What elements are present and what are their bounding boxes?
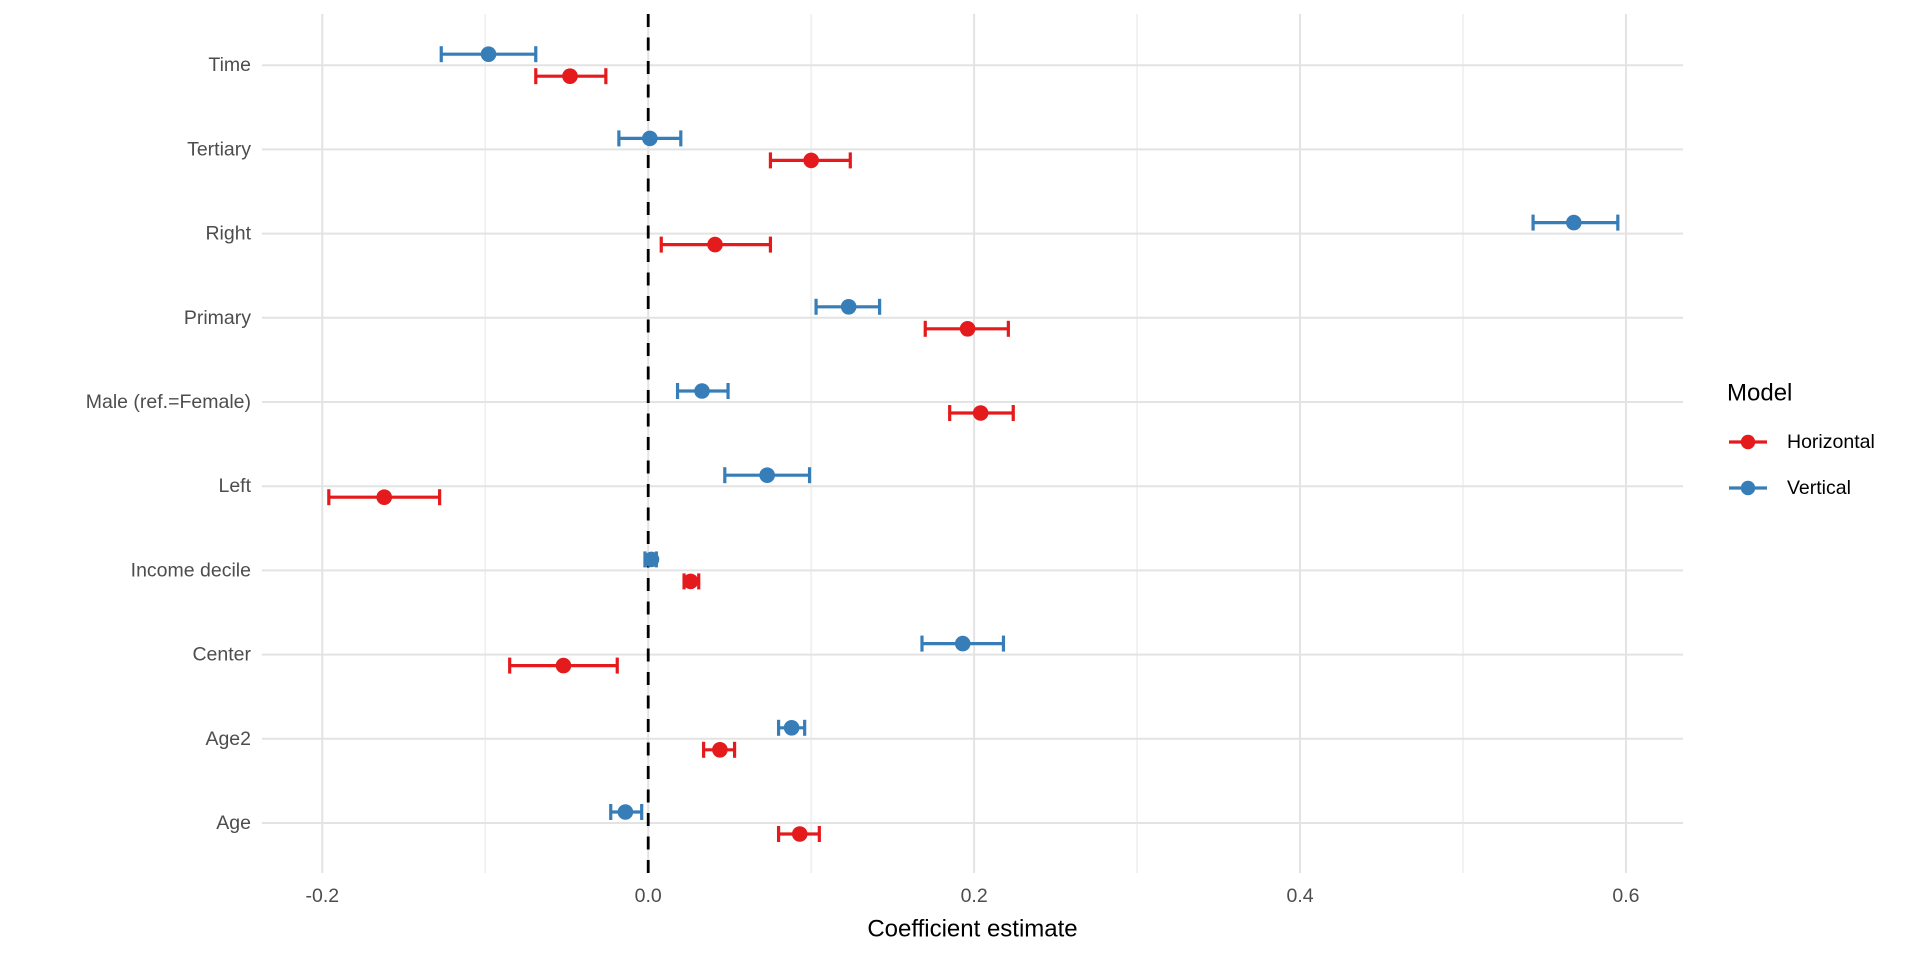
- point-horizontal-age2: [712, 742, 728, 758]
- estimate-horizontal-male-ref-female: [948, 405, 1015, 421]
- point-horizontal-time: [562, 68, 578, 84]
- legend-label-vertical: Vertical: [1787, 477, 1851, 499]
- legend-key-point-vertical: [1740, 480, 1756, 496]
- estimate-vertical-left: [723, 467, 812, 484]
- y-axis-label-right: Right: [205, 223, 251, 245]
- gridlines: [262, 14, 1683, 873]
- estimate-vertical-age2: [776, 719, 807, 736]
- x-tick-label-4: 0.6: [1612, 885, 1639, 907]
- point-vertical-tertiary: [642, 130, 658, 147]
- y-axis-label-income-decile: Income decile: [131, 559, 251, 581]
- estimate-vertical-primary: [814, 298, 882, 315]
- point-horizontal-primary: [959, 321, 976, 337]
- estimate-horizontal-age: [776, 826, 821, 842]
- estimate-horizontal-left: [327, 489, 442, 506]
- estimate-horizontal-income-decile: [682, 573, 701, 590]
- estimate-horizontal-right: [659, 236, 773, 253]
- point-horizontal-male-ref-female: [972, 405, 989, 421]
- estimate-vertical-income-decile: [643, 551, 660, 568]
- point-horizontal-income-decile: [682, 573, 699, 590]
- estimate-vertical-center: [920, 635, 1006, 652]
- estimate-horizontal-time: [534, 68, 608, 85]
- estimate-horizontal-center: [508, 657, 619, 674]
- point-horizontal-center: [555, 657, 572, 674]
- y-axis-label-age2: Age2: [205, 728, 251, 750]
- point-vertical-center: [954, 635, 971, 652]
- point-horizontal-age: [791, 826, 808, 842]
- x-tick-label-3: 0.4: [1286, 885, 1313, 907]
- y-axis-label-age: Age: [216, 812, 251, 834]
- series-horizontal: [327, 68, 1015, 842]
- y-axis-label-primary: Primary: [184, 307, 251, 329]
- point-vertical-primary: [840, 299, 857, 315]
- x-tick-label-1: 0.0: [635, 885, 662, 907]
- legend-item-vertical: Vertical: [1729, 477, 1851, 499]
- estimate-vertical-tertiary: [617, 130, 683, 147]
- y-axis-label-left: Left: [218, 475, 251, 497]
- estimate-horizontal-tertiary: [768, 152, 852, 169]
- x-axis-title: Coefficient estimate: [867, 916, 1077, 943]
- x-axis-tick-labels: -0.2 0.0 0.2 0.4 0.6: [305, 885, 1639, 907]
- legend-title: Model: [1727, 380, 1792, 407]
- point-vertical-right: [1566, 214, 1582, 231]
- legend-item-horizontal: Horizontal: [1729, 431, 1875, 453]
- legend: Model Horizontal Vertical: [1727, 380, 1875, 500]
- point-vertical-left: [759, 467, 775, 484]
- estimate-vertical-age: [609, 804, 644, 820]
- y-axis-label-male-ref-female: Male (ref.=Female): [86, 391, 251, 413]
- point-vertical-time: [480, 46, 497, 62]
- estimate-horizontal-age2: [702, 741, 737, 758]
- point-horizontal-left: [376, 489, 393, 506]
- series-vertical: [439, 46, 1620, 820]
- point-horizontal-tertiary: [803, 152, 819, 169]
- y-axis-label-tertiary: Tertiary: [187, 138, 251, 160]
- y-axis-label-center: Center: [192, 644, 251, 666]
- y-axis-labels: Time Tertiary Right Primary Male (ref.=Femal…: [86, 54, 252, 834]
- y-axis-label-time: Time: [208, 54, 251, 76]
- point-horizontal-right: [707, 236, 723, 253]
- legend-key-point-horizontal: [1740, 434, 1756, 450]
- point-vertical-income-decile: [643, 551, 660, 568]
- estimate-vertical-right: [1531, 214, 1620, 231]
- estimate-vertical-male-ref-female: [675, 383, 730, 399]
- legend-label-horizontal: Horizontal: [1787, 431, 1875, 453]
- estimate-horizontal-primary: [923, 320, 1010, 337]
- point-vertical-age: [617, 804, 634, 820]
- point-vertical-age2: [783, 720, 800, 736]
- x-tick-label-0: -0.2: [305, 885, 339, 907]
- estimate-vertical-time: [439, 46, 538, 63]
- point-vertical-male-ref-female: [694, 383, 710, 399]
- x-tick-label-2: 0.2: [961, 885, 988, 907]
